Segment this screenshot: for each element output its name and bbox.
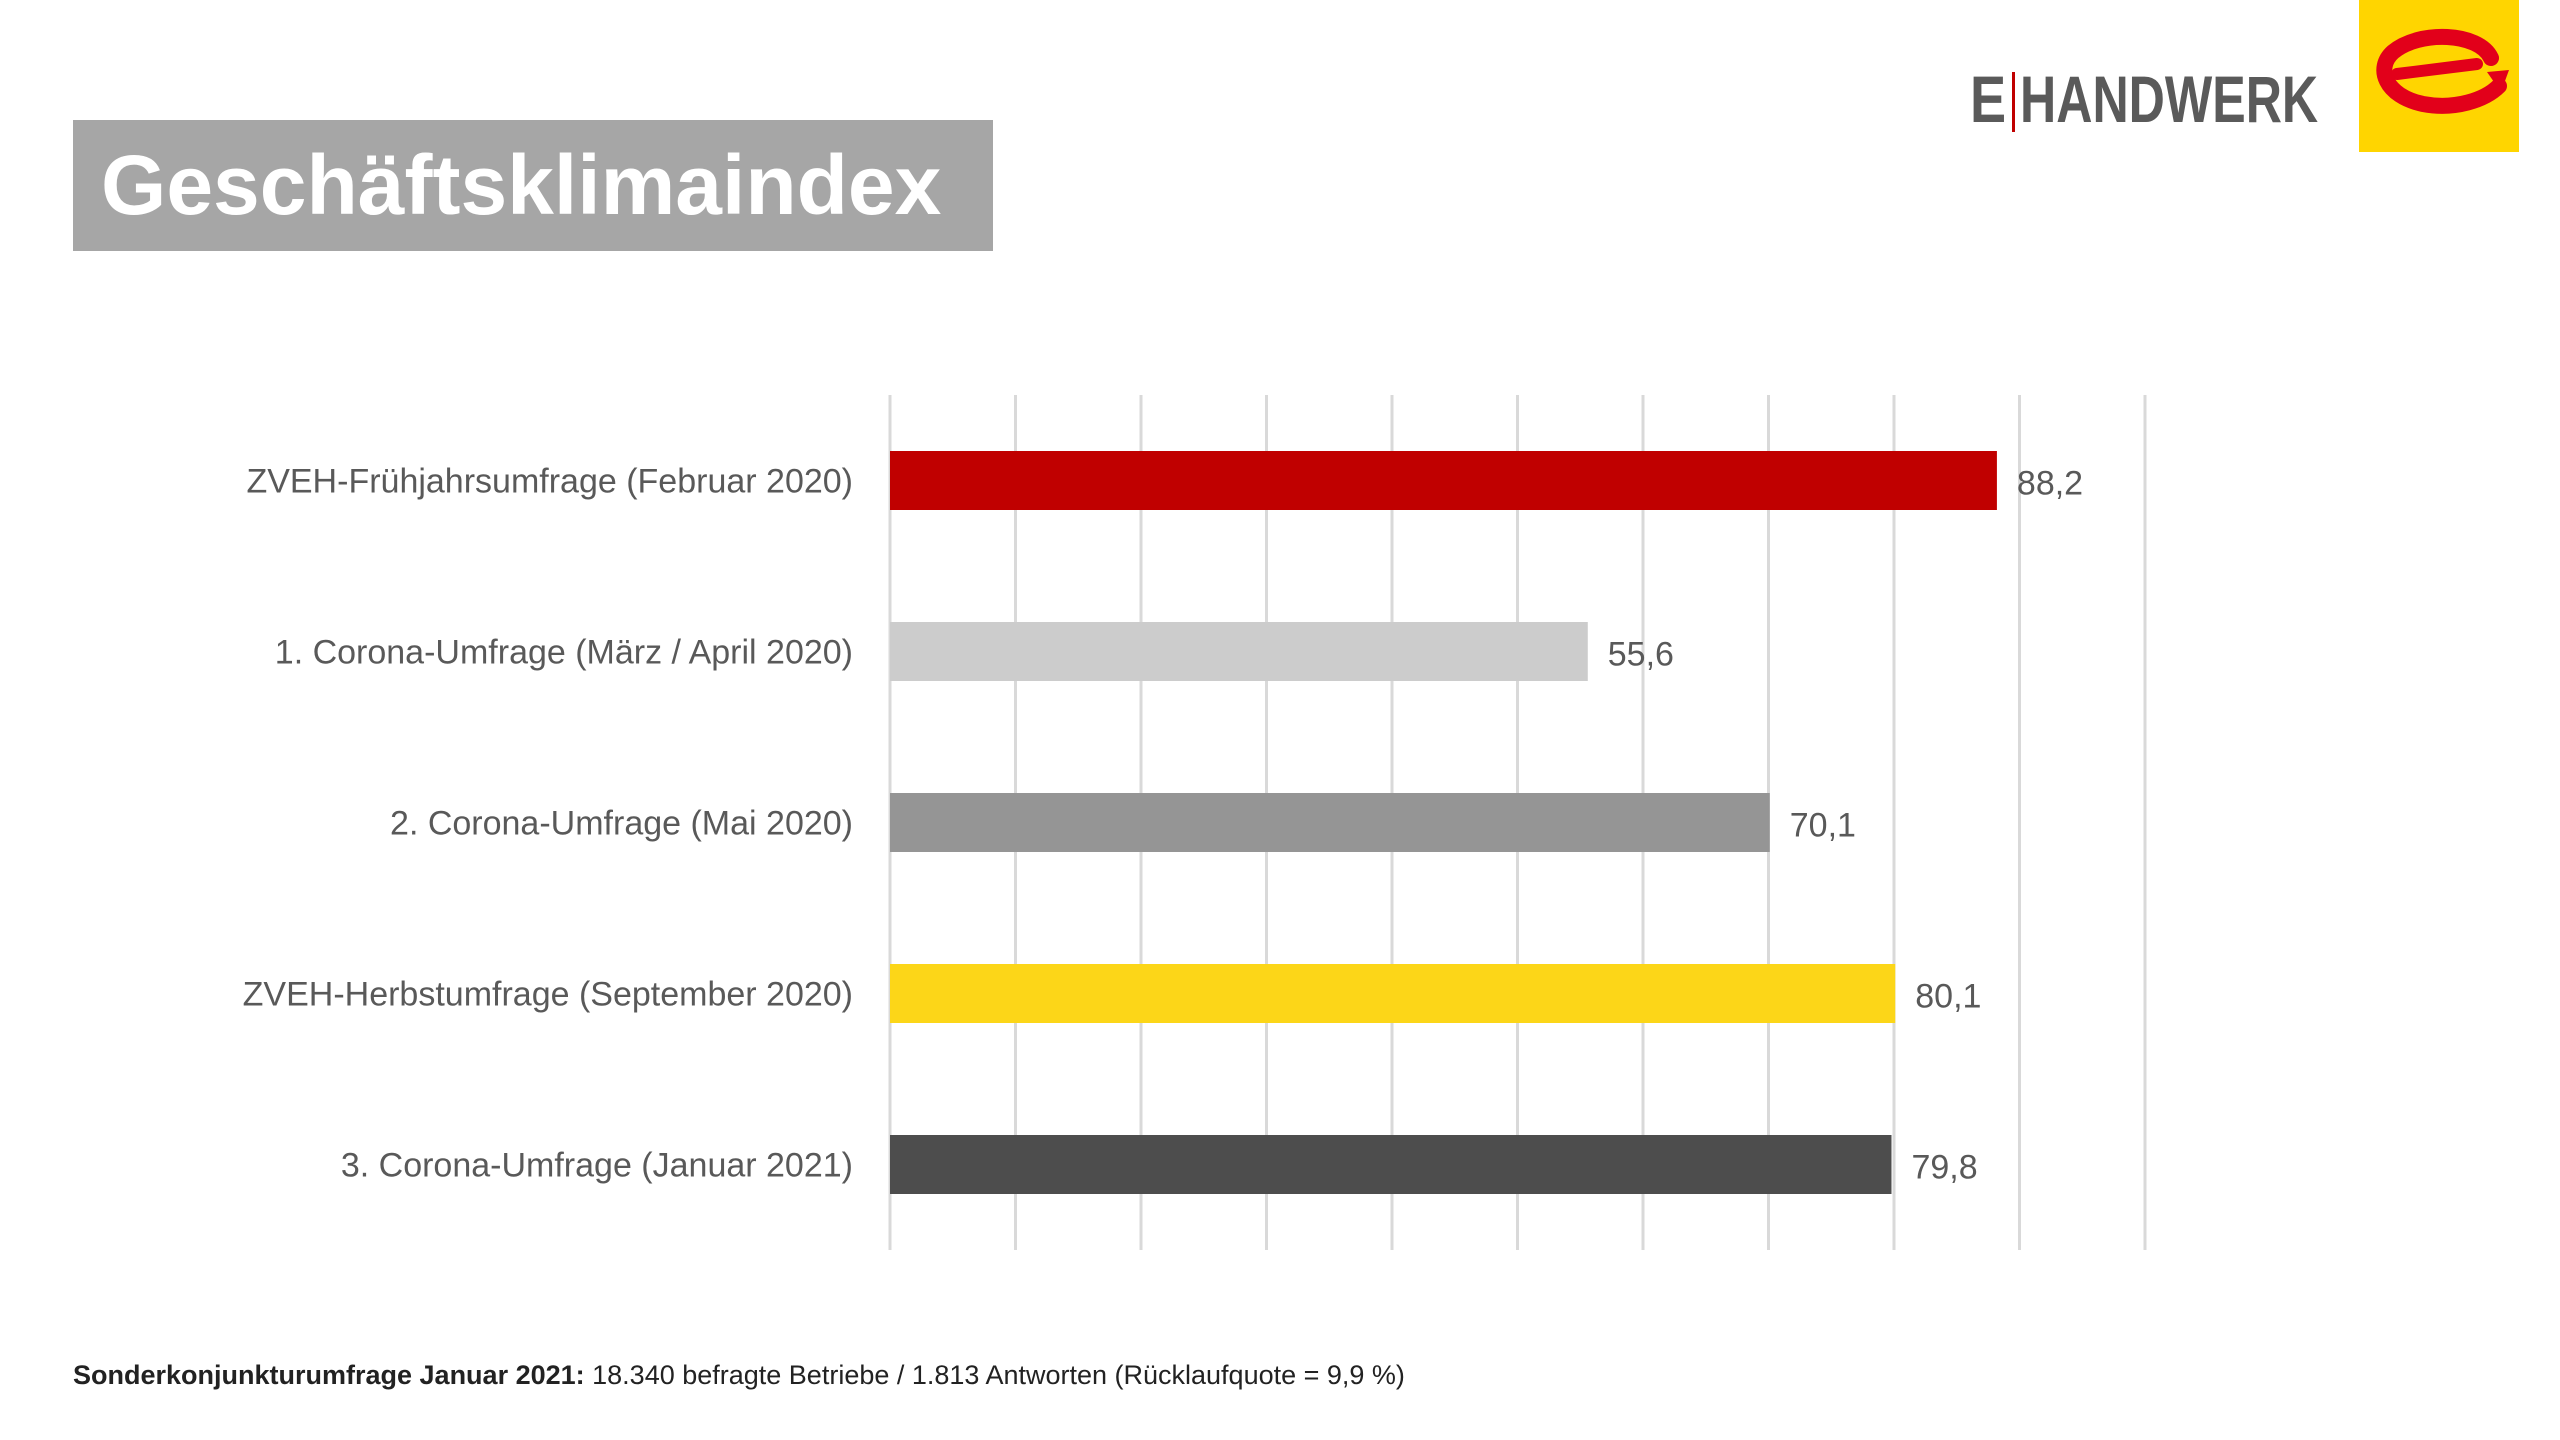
e-handwerk-logo: E HANDWERK <box>1970 0 2530 155</box>
chart-category-labels: ZVEH-Frühjahrsumfrage (Februar 2020) 1. C… <box>243 463 853 1185</box>
value-label: 70,1 <box>1790 807 1856 845</box>
footer-note: Sonderkonjunkturumfrage Januar 2021: 18.… <box>73 1360 1405 1391</box>
bar <box>890 964 1896 1023</box>
value-label: 55,6 <box>1608 636 1674 674</box>
category-label: 1. Corona-Umfrage (März / April 2020) <box>275 634 853 672</box>
category-label: 2. Corona-Umfrage (Mai 2020) <box>390 805 853 843</box>
logo-text-e: E <box>1970 62 2007 136</box>
footer-text: 18.340 befragte Betriebe / 1.813 Antwort… <box>584 1360 1405 1390</box>
page-title-box: Geschäftsklimaindex <box>73 120 993 251</box>
e-arrow-icon <box>2376 29 2509 114</box>
category-label: 3. Corona-Umfrage (Januar 2021) <box>341 1147 853 1185</box>
value-label: 80,1 <box>1915 978 1981 1016</box>
value-label: 79,8 <box>1911 1149 1977 1187</box>
logo-badge <box>2359 0 2519 152</box>
category-label: ZVEH-Herbstumfrage (September 2020) <box>243 976 853 1014</box>
logo-text-handwerk: HANDWERK <box>2020 62 2319 136</box>
logo-divider <box>2012 72 2015 132</box>
category-label: ZVEH-Frühjahrsumfrage (Februar 2020) <box>246 463 853 501</box>
bar <box>890 622 1588 681</box>
page-title: Geschäftsklimaindex <box>101 138 942 232</box>
chart-value-labels: 88,2 55,6 70,1 80,1 79,8 <box>1608 465 2083 1187</box>
bar <box>890 1135 1892 1194</box>
footer-bold: Sonderkonjunkturumfrage Januar 2021: <box>73 1360 585 1390</box>
chart-bars <box>890 451 1997 1194</box>
bar <box>890 793 1770 852</box>
value-label: 88,2 <box>2017 465 2083 503</box>
bar <box>890 451 1997 510</box>
